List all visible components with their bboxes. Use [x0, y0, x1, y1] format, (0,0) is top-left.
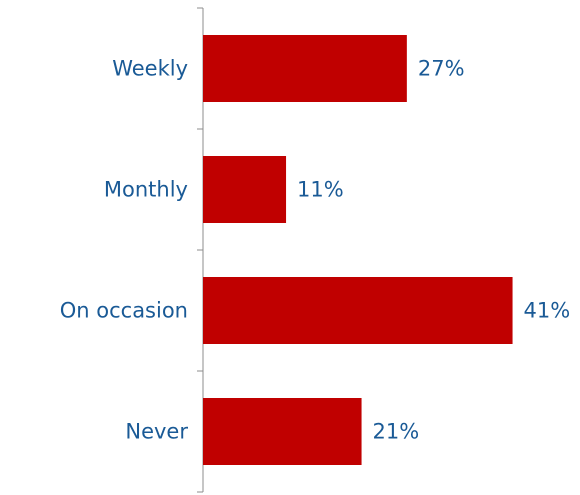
value-label: 41% [524, 299, 571, 323]
category-label: Never [125, 420, 188, 444]
category-label: On occasion [60, 299, 188, 323]
value-label: 21% [373, 420, 420, 444]
bar [203, 156, 287, 223]
category-label: Weekly [112, 57, 188, 81]
category-label: Monthly [104, 178, 188, 202]
bar [203, 398, 362, 465]
bar [203, 35, 407, 102]
value-label: 27% [418, 57, 465, 81]
value-label: 11% [297, 178, 344, 202]
bar [203, 277, 513, 344]
